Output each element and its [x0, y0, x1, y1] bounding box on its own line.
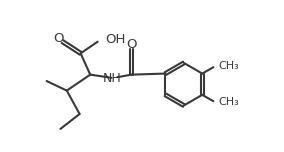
- Text: OH: OH: [105, 33, 126, 46]
- Text: O: O: [126, 38, 137, 51]
- Text: NH: NH: [103, 72, 122, 85]
- Text: CH₃: CH₃: [218, 61, 239, 71]
- Text: O: O: [53, 32, 64, 45]
- Text: CH₃: CH₃: [218, 97, 239, 107]
